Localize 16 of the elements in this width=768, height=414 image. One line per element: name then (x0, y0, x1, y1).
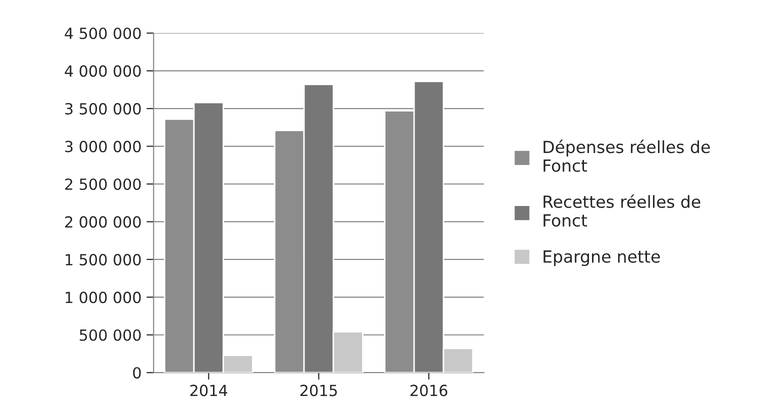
y-tick-label: 0 (133, 367, 141, 379)
x-tick-label: 2014 (190, 384, 228, 396)
x-tick-label: 2015 (300, 384, 337, 396)
legend-label: Epargne nette (544, 250, 660, 266)
y-tick-label: 2 000 000 (65, 216, 141, 228)
y-tick-label: 1 500 000 (66, 254, 141, 266)
y-tick-label: 500 000 (80, 329, 141, 341)
x-tick-label: 2016 (410, 384, 448, 396)
y-tick-label: 2 500 000 (65, 178, 141, 190)
legend-label: Dépenses réelles de Fonct (544, 140, 710, 172)
legend-label: Recettes réelles de Fonct (544, 194, 700, 227)
y-tick-label: 1 000 000 (66, 292, 141, 304)
y-tick-label: 3 500 000 (65, 103, 141, 115)
y-tick-label: 4 500 000 (64, 28, 141, 40)
y-tick-label: 4 000 000 (64, 65, 141, 77)
y-tick-label: 3 000 000 (65, 140, 141, 152)
